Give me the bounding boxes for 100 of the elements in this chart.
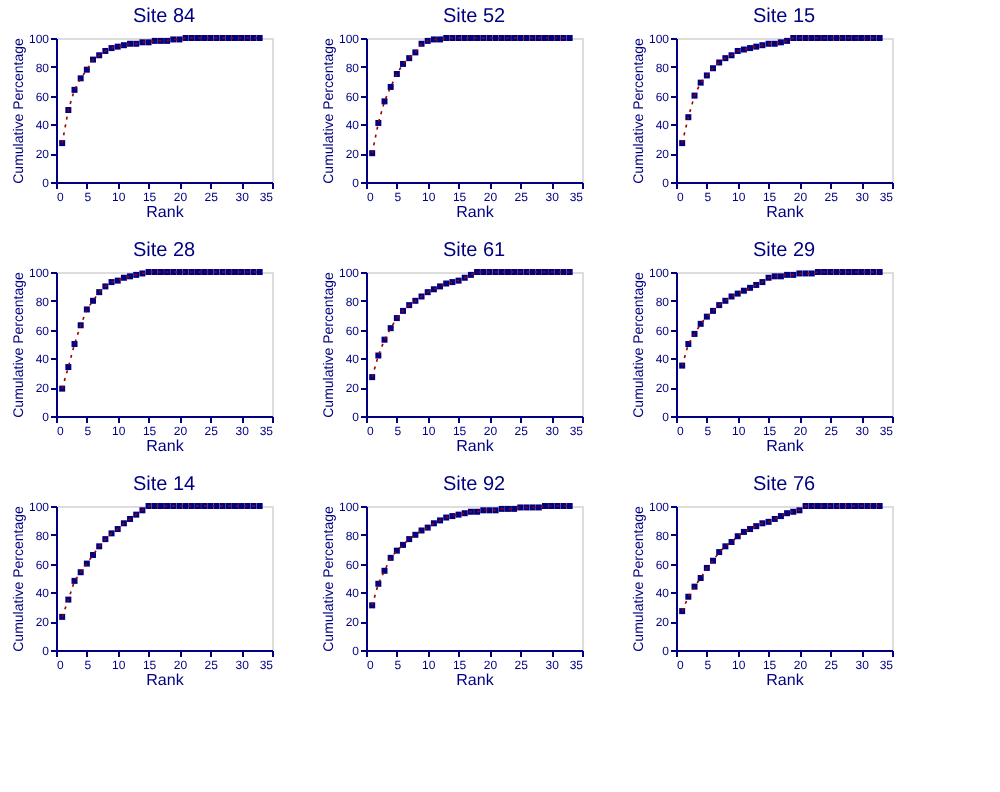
point: [784, 271, 791, 278]
point: [784, 510, 791, 517]
x-axis-title: Rank: [146, 203, 186, 221]
point: [833, 269, 840, 275]
point: [77, 75, 84, 82]
line-series: [371, 271, 571, 378]
point: [728, 539, 735, 545]
point: [722, 543, 729, 550]
x-axis-title: Rank: [766, 437, 806, 455]
point: [870, 503, 877, 509]
chart-title: Site 28: [132, 240, 196, 262]
point: [381, 567, 388, 574]
point: [771, 273, 778, 280]
x-axis-title: Rank: [766, 671, 806, 689]
point: [876, 269, 883, 275]
point: [747, 45, 754, 52]
point: [833, 35, 840, 41]
point: [207, 503, 214, 509]
x-axis-title: Rank: [456, 203, 496, 221]
point: [449, 513, 456, 520]
chart-title: Site 92: [442, 474, 506, 496]
point: [529, 269, 536, 275]
x-axis-title: Rank: [456, 437, 496, 455]
point: [151, 269, 158, 275]
point: [511, 505, 518, 512]
point: [474, 269, 481, 275]
point: [437, 283, 444, 290]
point: [566, 35, 573, 41]
chart-title: Site 29: [752, 240, 816, 262]
point: [139, 39, 146, 46]
point: [201, 35, 208, 41]
point: [747, 284, 754, 291]
point: [685, 341, 692, 347]
point: [71, 86, 78, 93]
point: [443, 280, 450, 287]
point: [176, 36, 183, 43]
point: [256, 269, 263, 275]
point: [437, 36, 444, 43]
x-axis-title: Rank: [146, 437, 186, 455]
point: [65, 364, 72, 371]
line-series: [371, 37, 571, 154]
point: [566, 503, 573, 509]
chart-title: Site 14: [132, 474, 196, 496]
point: [548, 35, 555, 41]
point: [387, 325, 394, 332]
point: [231, 269, 238, 275]
point: [796, 270, 803, 277]
chart-title: Site 76: [752, 474, 816, 496]
point: [71, 341, 78, 347]
point: [814, 503, 821, 509]
chart-title: Site 84: [132, 6, 196, 28]
point: [876, 35, 883, 41]
point: [771, 40, 778, 47]
point: [418, 527, 425, 534]
point: [256, 35, 263, 41]
line-series: [61, 271, 261, 390]
x-axis-title: Rank: [146, 671, 186, 689]
point: [176, 269, 183, 275]
point: [808, 270, 815, 277]
point: [777, 39, 784, 46]
point: [802, 270, 809, 277]
point: [455, 511, 462, 518]
point: [381, 98, 388, 105]
point: [777, 273, 784, 280]
point: [157, 503, 164, 509]
point: [765, 274, 772, 281]
point: [517, 35, 524, 41]
point: [182, 35, 189, 41]
point: [461, 510, 468, 517]
point: [486, 507, 493, 514]
point: [201, 269, 208, 275]
point: [535, 504, 542, 511]
point: [845, 503, 852, 509]
point: [740, 287, 747, 294]
line-series: [681, 505, 881, 612]
x-axis-title: Rank: [456, 671, 496, 689]
point: [523, 504, 530, 511]
point: [238, 503, 245, 509]
point: [375, 352, 382, 359]
point: [747, 526, 754, 533]
point: [127, 273, 134, 280]
point: [529, 504, 536, 511]
point: [151, 37, 158, 44]
point: [492, 507, 499, 514]
point: [120, 42, 127, 49]
line-series: [61, 37, 261, 144]
line-series: [61, 505, 261, 618]
point: [406, 536, 413, 543]
point: [256, 503, 263, 509]
point: [387, 83, 394, 90]
point: [808, 35, 815, 41]
point: [554, 269, 561, 275]
line-series: [681, 271, 881, 367]
point: [504, 269, 511, 275]
x-axis-title: Rank: [766, 203, 806, 221]
point: [492, 35, 499, 41]
point: [170, 36, 177, 43]
point: [480, 507, 487, 514]
point: [182, 503, 189, 509]
point: [467, 35, 474, 41]
